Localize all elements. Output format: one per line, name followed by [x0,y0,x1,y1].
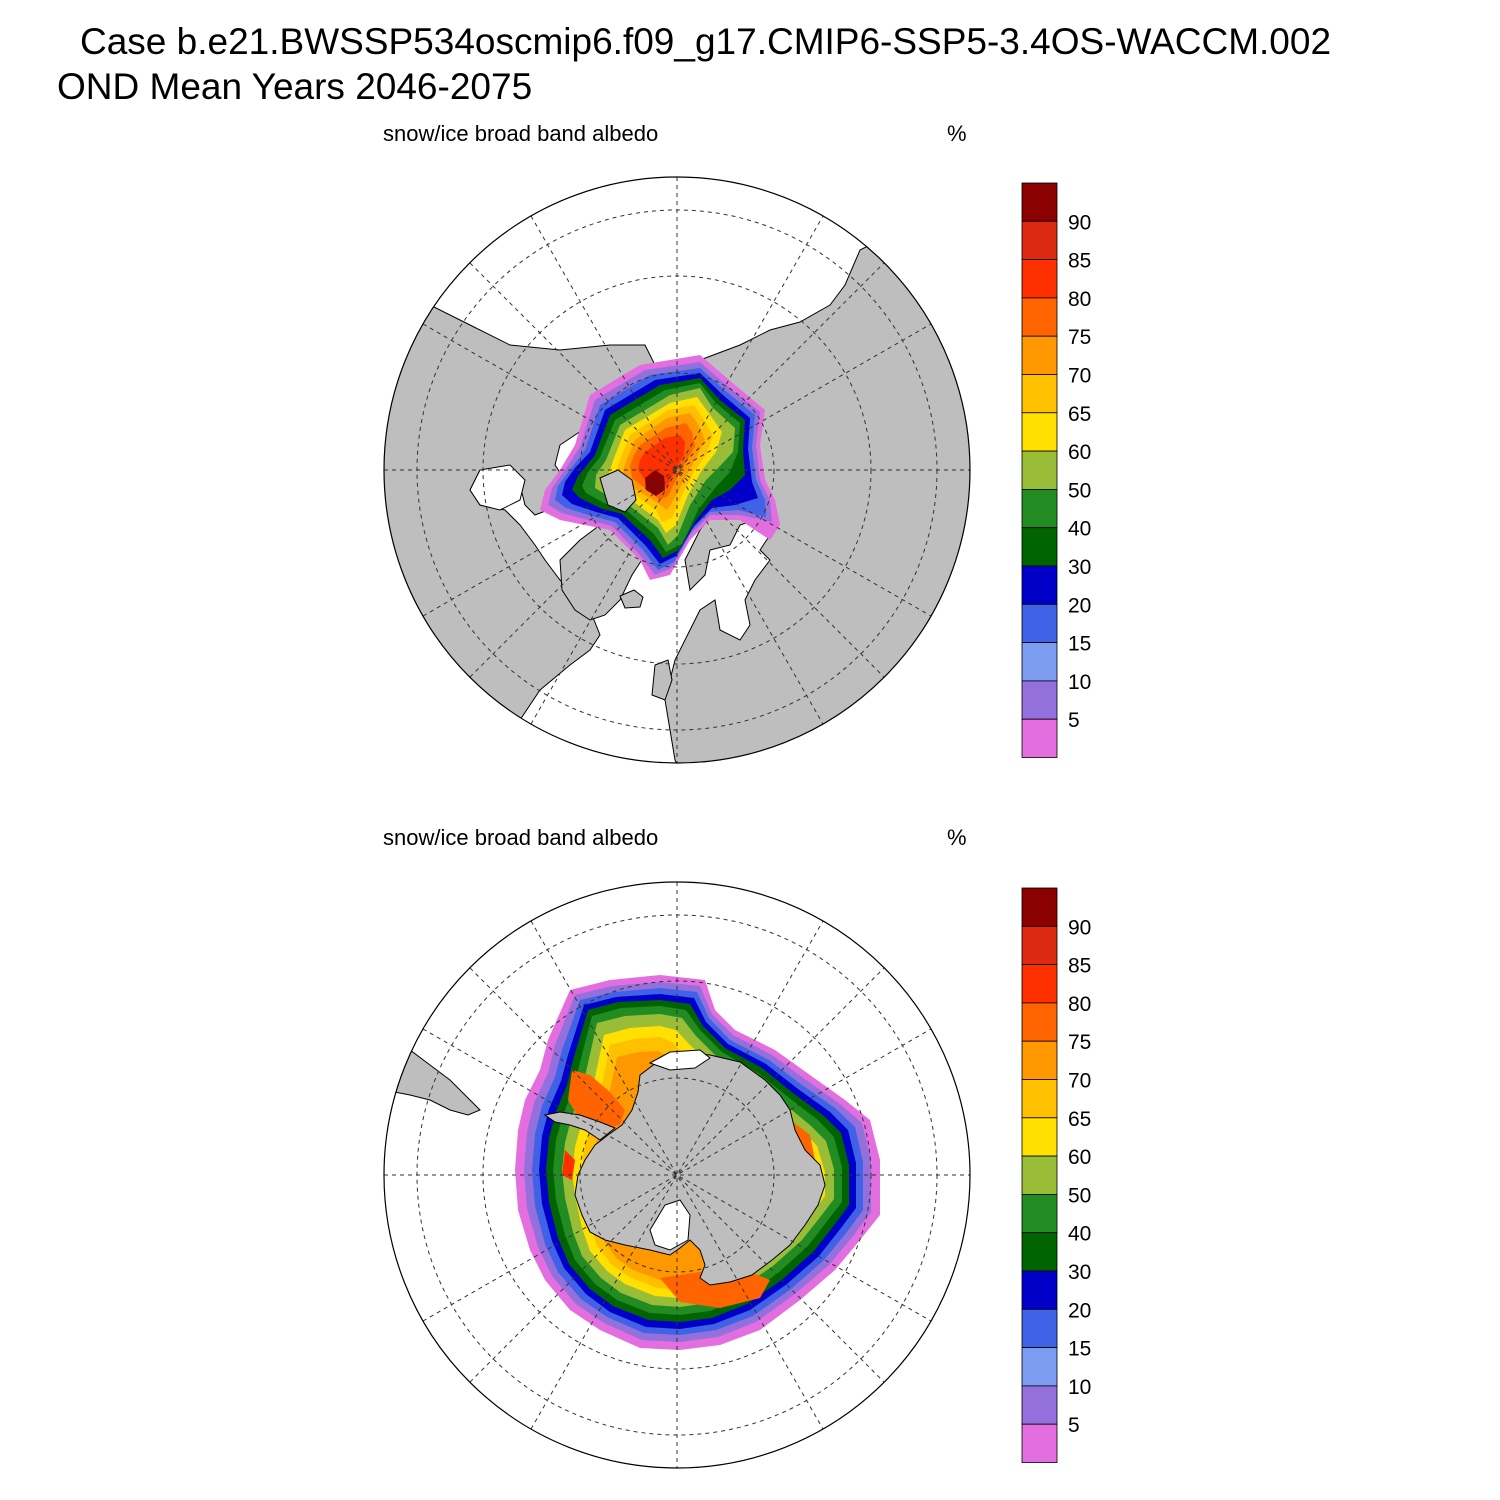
south-colorbar-box [1021,1079,1058,1119]
south-colorbar-box [1021,1423,1058,1463]
north-colorbar-label: 65 [1068,403,1091,426]
north-colorbar-box [1021,297,1058,337]
north-colorbar-box [1021,488,1058,529]
north-colorbar-label: 5 [1068,709,1080,732]
north-land-iceland [619,589,644,609]
south-colorbar-box [1021,1232,1058,1272]
north-colorbar-box [1021,565,1058,605]
north-colorbar-box [1021,412,1058,452]
south-colorbar-label: 20 [1068,1299,1091,1322]
south-colorbar-label: 40 [1068,1223,1091,1246]
south-colorbar-label: 10 [1068,1376,1091,1399]
south-colorbar-box [1021,1002,1058,1042]
south-land-antarctic-peninsula [543,1111,616,1141]
period-title: OND Mean Years 2046-2075 [57,66,533,107]
north-colorbar-label: 85 [1068,250,1091,273]
south-weddell-ice-shelf [648,1049,711,1071]
north-colorbar-label: 40 [1068,518,1091,541]
south-variable-label: snow/ice broad band albedo [383,825,659,850]
south-ross-ice-shelf [649,1199,691,1251]
south-colorbar-label: 15 [1068,1338,1091,1361]
north-colorbar-label: 15 [1068,633,1091,656]
south-colorbar-label: 50 [1068,1184,1091,1207]
south-colorbar-box [1021,1385,1058,1425]
north-colorbar-box [1021,335,1058,375]
north-colorbar-box [1021,527,1058,567]
south-colorbar-label: 70 [1068,1070,1091,1093]
south-map-border [383,881,971,1469]
north-sea-ice-field [540,355,780,580]
north-colorbar-label: 10 [1068,671,1091,694]
north-variable-label: snow/ice broad band albedo [383,121,659,146]
north-map-border [383,176,971,764]
north-colorbar-box [1021,259,1058,299]
south-colorbar-label: 85 [1068,955,1091,978]
south-colorbar-label: 30 [1068,1261,1091,1284]
south-colorbar-box [1021,925,1058,965]
south-colorbar-box [1021,1117,1058,1157]
north-colorbar-label: 90 [1068,211,1091,234]
south-colorbar-label: 60 [1068,1146,1091,1169]
north-colorbar-box [1021,374,1058,414]
north-colorbar: 5 10 15 20 30 40 50 60 65 70 75 80 85 90 [1021,182,1091,758]
south-colorbar-box [1021,1155,1058,1195]
south-colorbar-box [1021,887,1058,927]
north-colorbar-box [1021,642,1058,682]
case-title: Case b.e21.BWSSP534oscmip6.f09_g17.CMIP6… [80,21,1332,62]
north-colorbar-box [1021,680,1058,720]
north-colorbar-box [1021,182,1058,222]
south-colorbar-label: 90 [1068,916,1091,939]
north-colorbar-box [1021,220,1058,261]
north-graticule [384,177,970,763]
north-colorbar-label: 70 [1068,365,1091,388]
north-colorbar-box [1021,718,1058,758]
north-hudson-bay [469,464,526,511]
south-colorbar-box [1021,1347,1058,1387]
north-units-label: % [947,121,967,146]
south-land-antarctica [574,1051,826,1286]
south-colorbar-label: 5 [1068,1414,1080,1437]
south-colorbar: 5 10 15 20 30 40 50 60 65 70 75 80 85 90 [1021,887,1091,1463]
south-colorbar-box [1021,964,1058,1004]
north-colorbar-box [1021,450,1058,490]
north-colorbar-box [1021,603,1058,643]
north-polar-map [383,176,971,764]
south-colorbar-box [1021,1308,1058,1349]
north-colorbar-label: 30 [1068,556,1091,579]
north-colorbar-label: 80 [1068,288,1091,311]
south-colorbar-box [1021,1270,1058,1310]
south-colorbar-label: 80 [1068,993,1091,1016]
south-colorbar-box [1021,1040,1058,1080]
north-colorbar-label: 75 [1068,326,1091,349]
north-colorbar-label: 20 [1068,594,1091,617]
south-colorbar-label: 65 [1068,1108,1091,1131]
south-polar-map [383,881,971,1469]
south-colorbar-label: 75 [1068,1031,1091,1054]
south-colorbar-box [1021,1194,1058,1234]
north-colorbar-label: 60 [1068,441,1091,464]
south-units-label: % [947,825,967,850]
north-land-uk [651,659,673,701]
south-graticule [384,882,970,1468]
north-colorbar-label: 50 [1068,479,1091,502]
